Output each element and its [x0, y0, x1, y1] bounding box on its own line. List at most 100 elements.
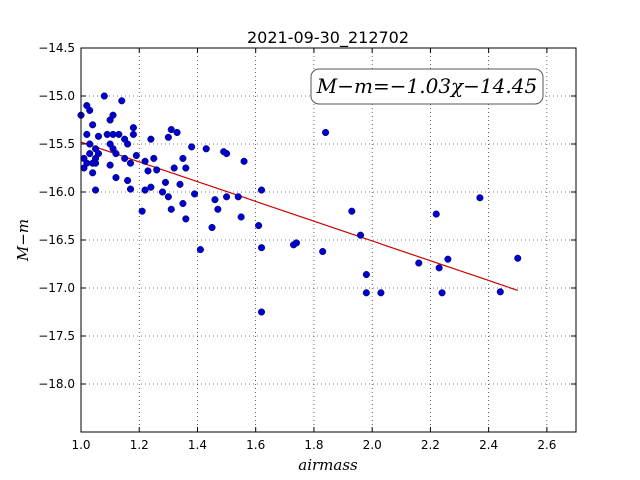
data-point	[141, 157, 149, 165]
x-tick-label: 1.0	[71, 438, 90, 452]
y-axis-label: M−m	[14, 219, 32, 262]
y-tick-label: −14.5	[38, 41, 75, 55]
data-point	[292, 239, 301, 247]
data-point	[362, 271, 370, 279]
data-point	[322, 128, 330, 137]
x-tick-label: 2.6	[537, 438, 556, 452]
y-tick-label: −15.5	[38, 137, 75, 151]
data-point	[223, 193, 231, 201]
y-tick-label: −18.0	[38, 377, 75, 391]
data-point	[100, 92, 108, 100]
data-point	[191, 190, 199, 198]
data-point	[257, 244, 266, 252]
data-point	[129, 130, 137, 138]
data-point	[86, 150, 94, 158]
data-point	[257, 186, 266, 194]
data-point	[234, 193, 242, 201]
data-point	[179, 199, 187, 208]
data-point	[237, 213, 245, 221]
data-point	[496, 288, 504, 296]
data-point	[147, 183, 155, 191]
data-point	[170, 164, 178, 172]
data-point	[173, 128, 181, 137]
data-point	[109, 111, 117, 119]
data-point	[121, 154, 129, 162]
data-point	[438, 289, 446, 297]
x-tick-label: 1.6	[246, 438, 265, 452]
data-point	[196, 246, 204, 254]
data-point	[164, 133, 172, 141]
data-point	[86, 140, 94, 148]
data-point	[435, 264, 443, 272]
data-point	[182, 164, 190, 172]
data-point	[202, 145, 210, 153]
data-point	[179, 154, 187, 162]
data-point	[150, 154, 158, 162]
chart-title: 2021-09-30_212702	[247, 28, 409, 48]
data-point	[211, 196, 219, 204]
ticks-layer: 1.0 1.2 1.4 1.6 1.8 2.0 2.2 2.4 2.6 −14.5 −15.0 −15…	[38, 41, 576, 452]
x-axis-label: airmass	[298, 456, 358, 474]
y-tick-label: −15.0	[38, 89, 75, 103]
data-point	[83, 130, 91, 138]
data-point	[141, 186, 149, 194]
data-point	[126, 185, 135, 193]
data-point	[138, 207, 146, 215]
data-point	[214, 205, 222, 213]
data-point	[188, 143, 196, 151]
data-point	[92, 159, 100, 167]
data-point	[348, 207, 356, 215]
data-point	[158, 188, 167, 196]
data-point	[257, 308, 266, 316]
data-point	[126, 159, 135, 167]
fit-layer	[80, 141, 518, 291]
y-tick-label: −17.0	[38, 281, 75, 295]
data-point	[240, 157, 248, 165]
data-point	[476, 194, 484, 202]
data-point	[208, 223, 216, 232]
points-layer	[77, 92, 522, 316]
data-point	[415, 259, 423, 267]
data-point	[432, 210, 440, 218]
data-point	[92, 186, 100, 194]
data-point	[182, 215, 190, 223]
data-point	[112, 150, 120, 158]
y-tick-label: −16.5	[38, 233, 75, 247]
x-tick-label: 2.4	[479, 438, 498, 452]
data-point	[164, 193, 172, 201]
data-point	[144, 167, 152, 175]
fit-line	[80, 141, 518, 291]
x-tick-label: 2.2	[421, 438, 440, 452]
data-point	[255, 222, 263, 230]
data-point	[132, 151, 140, 160]
data-point	[118, 97, 126, 105]
data-point	[444, 255, 452, 263]
data-point	[356, 231, 365, 239]
data-point	[86, 106, 94, 114]
data-point	[124, 140, 132, 148]
data-point	[115, 130, 123, 138]
data-point	[94, 132, 103, 140]
data-point	[319, 247, 327, 256]
data-point	[161, 178, 169, 186]
data-point	[377, 289, 385, 297]
data-point	[124, 176, 132, 185]
data-point	[167, 205, 175, 213]
data-point	[147, 135, 155, 143]
data-point	[167, 126, 175, 134]
annotation-box: M−m=−1.03χ−14.45	[310, 68, 544, 105]
annotation-frame	[310, 68, 544, 105]
data-point	[112, 174, 120, 182]
data-point	[223, 150, 231, 158]
data-point	[129, 124, 137, 132]
annotation-text: M−m=−1.03χ−14.45	[316, 74, 537, 98]
y-tick-label: −16.0	[38, 185, 75, 199]
data-point	[89, 169, 97, 177]
data-point	[514, 254, 522, 262]
y-tick-label: −17.5	[38, 329, 75, 343]
data-point	[89, 121, 97, 129]
data-point	[362, 289, 370, 297]
data-point	[94, 150, 103, 158]
x-tick-label: 1.8	[304, 438, 323, 452]
